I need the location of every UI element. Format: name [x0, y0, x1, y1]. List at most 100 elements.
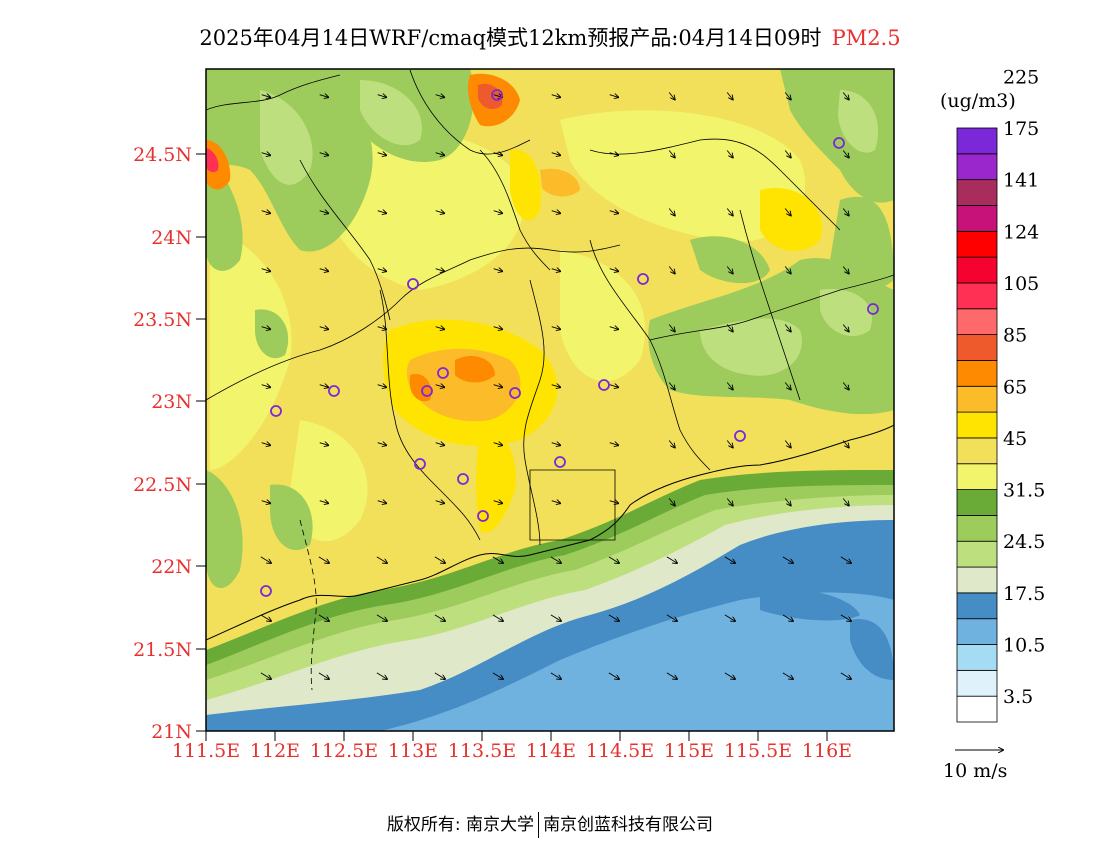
wind-arrow: [319, 211, 329, 214]
wind-arrow: [726, 382, 733, 390]
wind-arrow: [842, 266, 849, 274]
wind-arrow: [609, 385, 619, 388]
wind-arrow: [550, 614, 561, 621]
lon-label: 115E: [664, 740, 714, 762]
wind-arrow: [840, 556, 851, 563]
lat-label: 24N: [151, 227, 192, 249]
wind-arrow: [319, 269, 329, 272]
field-patch: [409, 374, 432, 402]
station-marker: [328, 385, 340, 397]
wind-arrow: [434, 556, 445, 563]
wind-arrow: [840, 672, 851, 679]
station-marker: [637, 273, 649, 285]
boundary-line: [529, 469, 616, 541]
wind-arrow: [377, 95, 387, 98]
colorbar-label: 10.5: [1003, 635, 1045, 657]
wind-arrow: [260, 672, 271, 679]
wind-arrow: [377, 327, 387, 330]
station-marker: [437, 367, 449, 379]
colorbar-label: 24.5: [1003, 531, 1045, 553]
colorbar-swatch: [956, 592, 998, 620]
wind-arrow: [668, 266, 675, 274]
wind-arrow: [261, 153, 271, 156]
wind-arrow: [493, 501, 503, 504]
wind-arrow: [377, 211, 387, 214]
wind-arrow: [550, 672, 561, 679]
wind-arrow: [726, 150, 733, 158]
lat-label: 22N: [151, 556, 192, 578]
field-patch: [560, 110, 806, 242]
wind-arrow: [842, 150, 849, 158]
wind-vectors: [260, 92, 851, 680]
title-main: 2025年04月14日WRF/cmaq模式12km预报产品:04月14日09时: [199, 26, 822, 50]
wind-arrow: [726, 440, 733, 448]
colorbar-swatch: [956, 205, 998, 232]
field-patch: [700, 318, 802, 376]
colorbar-label: 17.5: [1003, 583, 1045, 605]
station-marker: [509, 387, 521, 399]
colorbar-unit: (ug/m3): [940, 90, 1016, 112]
boundary-line: [479, 149, 551, 271]
wind-arrow: [551, 153, 561, 156]
wind-arrow: [784, 208, 791, 216]
wind-arrow: [609, 327, 619, 330]
wind-arrow: [493, 443, 503, 446]
colorbar-swatch: [956, 385, 998, 413]
field-patch: [560, 250, 646, 382]
wind-arrow: [726, 266, 733, 274]
wind-arrow: [377, 385, 387, 388]
wind-arrow: [551, 95, 561, 98]
wind-arrow: [492, 614, 503, 621]
wind-arrow: [493, 385, 503, 388]
boundary-line: [649, 274, 894, 341]
lon-label: 116E: [802, 740, 852, 762]
wind-arrow: [782, 614, 793, 621]
wind-arrow: [318, 556, 329, 563]
boundary-line: [589, 138, 841, 231]
lon-label: 114E: [526, 740, 576, 762]
wind-arrow: [666, 614, 677, 621]
wind-arrow: [435, 327, 445, 330]
boundary-line: [206, 244, 621, 401]
wind-arrow: [435, 211, 445, 214]
colorbar-swatch: [956, 282, 998, 310]
monitoring-stations: [260, 89, 879, 597]
wind-arrow: [724, 614, 735, 621]
colorbar-swatch: [956, 644, 998, 671]
wind-arrow: [261, 443, 271, 446]
field-patch: [838, 90, 879, 153]
concentration-field: [206, 69, 894, 731]
wind-arrow: [609, 211, 619, 214]
colorbar-swatch: [956, 256, 998, 284]
wind-arrow: [609, 269, 619, 272]
station-marker: [457, 473, 469, 485]
colorbar-swatch: [956, 669, 998, 697]
colorbar-label: 175: [1003, 118, 1039, 140]
wind-arrow: [492, 556, 503, 563]
colorbar-label: 45: [1003, 428, 1027, 450]
wind-arrow: [377, 501, 387, 504]
colorbar-swatch: [956, 437, 998, 465]
boundary-line: [589, 239, 711, 471]
colorbar-swatch: [956, 360, 998, 387]
wind-arrow: [842, 382, 849, 390]
wind-arrow: [319, 385, 329, 388]
boundary-line: [523, 279, 545, 546]
colorbar-label: 3.5: [1003, 686, 1033, 708]
wind-arrow: [609, 153, 619, 156]
lat-label: 21N: [151, 721, 192, 743]
wind-arrow: [842, 208, 849, 216]
wind-arrow: [318, 672, 329, 679]
wind-arrow: [842, 498, 849, 506]
wind-arrow: [551, 211, 561, 214]
wind-arrow: [435, 443, 445, 446]
wind-arrow: [726, 324, 733, 332]
wind-arrow: [784, 92, 791, 100]
wind-arrow: [668, 150, 675, 158]
wind-arrow: [551, 269, 561, 272]
station-marker: [477, 510, 489, 522]
field-patch: [380, 592, 894, 731]
station-marker: [867, 303, 879, 315]
longitude-axis: 111.5E 112E 112.5E 113E 113.5E 114E 114.…: [172, 731, 852, 762]
wind-arrow: [260, 614, 271, 621]
